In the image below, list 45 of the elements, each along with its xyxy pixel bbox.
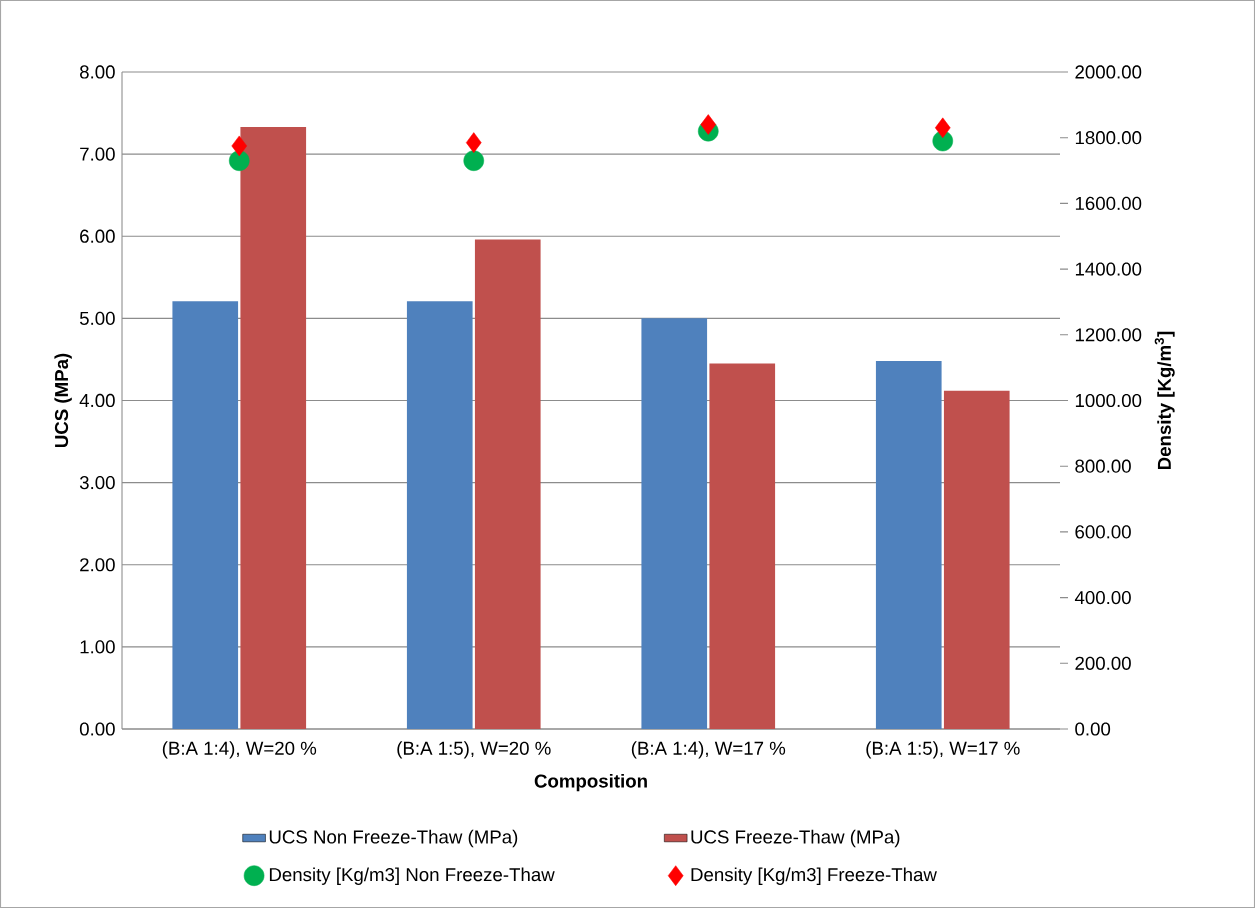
y2-axis-title: Density [Kg/m$^{3}$] [1154,331,1175,470]
y2-tick-label: 800.00 [1075,459,1131,473]
y-tick-label: 2.00 [80,558,115,572]
legend-label: UCS Freeze-Thaw (MPa) [691,829,900,848]
y-tick-label: 7.00 [80,147,115,161]
bar [641,318,708,729]
y-tick-label: 0.00 [79,722,115,736]
point [463,150,485,171]
point [228,150,250,171]
y2-tick-label: 400.00 [1074,590,1131,605]
y-axis-title: UCS (MPa) [54,353,72,448]
y-tick-label: 4.00 [79,393,115,408]
y-tick-label: 1.00 [80,640,115,654]
bar [943,390,1010,729]
bar [172,301,239,729]
x-tick-label: (B:A 1:5), W=17 % [866,741,1020,759]
x-axis-title: Composition [534,773,647,792]
bar [474,239,541,729]
point [465,132,482,153]
legend-label: UCS Non Freeze-Thaw (MPa) [269,829,518,848]
bar [240,127,307,729]
y2-tick-label: 200.00 [1075,656,1131,670]
y2-tick-label: 600.00 [1075,525,1131,539]
legend-label: Density [Kg/m3] Freeze-Thaw [691,867,937,885]
bar [709,363,776,729]
bar [875,361,942,729]
point [231,135,248,157]
y2-tick-label: 1400.00 [1075,262,1142,276]
y2-tick-label: 1000.00 [1075,393,1142,408]
y-tick-label: 8.00 [80,65,115,79]
x-tick-label: (B:A 1:5), W=20 % [397,741,551,759]
x-tick-label: (B:A 1:4), W=20 % [162,741,317,759]
legend-label: Density [Kg/m3] Non Freeze-Thaw [269,867,555,885]
point [934,117,951,139]
y-tick-label: 3.00 [79,476,115,490]
y2-tick-label: 1600.00 [1075,196,1142,211]
y2-tick-label: 1200.00 [1075,328,1142,342]
y2-tick-label: 1800.00 [1075,131,1142,145]
y-tick-label: 6.00 [80,229,115,243]
point [700,114,717,135]
y-tick-label: 5.00 [79,311,115,325]
y2-tick-label: 0.00 [1075,722,1111,736]
y2-tick-label: 2000.00 [1075,65,1142,79]
bar [406,301,473,729]
x-tick-label: (B:A 1:4), W=17 % [631,741,786,759]
